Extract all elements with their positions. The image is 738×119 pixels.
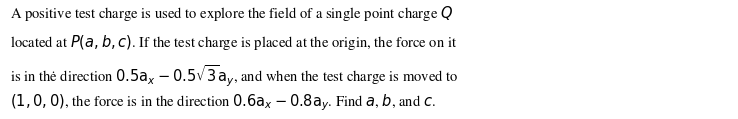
Text: $(1, 0, 0)$, the force is in the direction $0.6\mathrm{a}_x - 0.8\mathrm{a}_y$. : $(1, 0, 0)$, the force is in the directi… (10, 93, 435, 113)
Text: located at $P(a, b, c)$. If the test charge is placed at the origin, the force o: located at $P(a, b, c)$. If the test cha… (10, 33, 457, 52)
Text: is in thė direction $0.5\mathrm{a}_x - 0.5\sqrt{3}\mathrm{a}_y$, and when the te: is in thė direction $0.5\mathrm{a}_x - 0… (10, 63, 458, 89)
Text: A positive test charge is used to explore the field of a single point charge $Q$: A positive test charge is used to explor… (10, 4, 452, 23)
